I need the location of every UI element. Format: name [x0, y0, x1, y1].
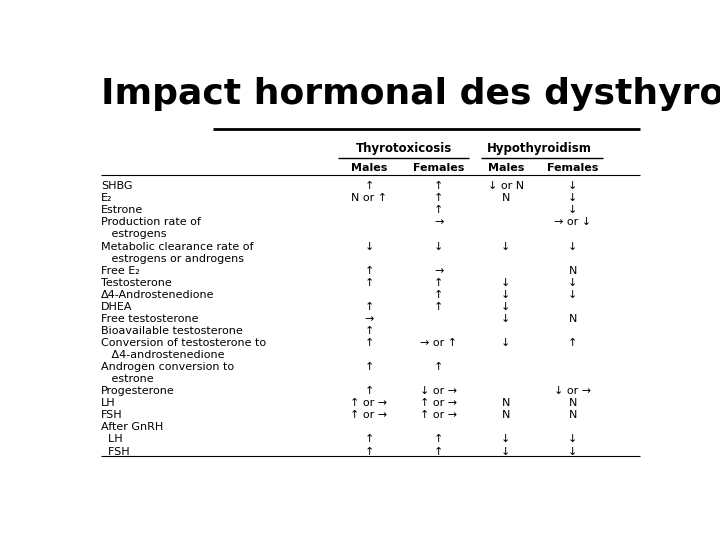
Text: Females: Females [413, 163, 464, 172]
Text: ↑: ↑ [434, 447, 444, 456]
Text: ↑: ↑ [434, 278, 444, 288]
Text: ↑: ↑ [364, 362, 374, 372]
Text: ↑: ↑ [364, 266, 374, 275]
Text: LH: LH [101, 435, 123, 444]
Text: Males: Males [487, 163, 524, 172]
Text: ↑: ↑ [434, 290, 444, 300]
Text: ↓: ↓ [434, 241, 444, 252]
Text: ↓ or →: ↓ or → [420, 386, 457, 396]
Text: N: N [502, 410, 510, 420]
Text: ↓: ↓ [568, 241, 577, 252]
Text: ↓: ↓ [568, 205, 577, 215]
Text: ↓: ↓ [364, 241, 374, 252]
Text: Females: Females [547, 163, 598, 172]
Text: Δ4-Androstenedione: Δ4-Androstenedione [101, 290, 215, 300]
Text: Metabolic clearance rate of: Metabolic clearance rate of [101, 241, 253, 252]
Text: ↑ or →: ↑ or → [351, 399, 387, 408]
Text: ↑: ↑ [434, 181, 444, 191]
Text: ↓: ↓ [501, 314, 510, 324]
Text: Production rate of: Production rate of [101, 218, 201, 227]
Text: N: N [569, 399, 577, 408]
Text: ↑: ↑ [364, 338, 374, 348]
Text: ↑: ↑ [434, 362, 444, 372]
Text: estrogens: estrogens [101, 230, 166, 239]
Text: Progesterone: Progesterone [101, 386, 175, 396]
Text: LH: LH [101, 399, 116, 408]
Text: Androgen conversion to: Androgen conversion to [101, 362, 234, 372]
Text: ↑: ↑ [434, 435, 444, 444]
Text: → or ↑: → or ↑ [420, 338, 457, 348]
Text: ↑: ↑ [364, 386, 374, 396]
Text: ↑: ↑ [364, 435, 374, 444]
Text: ↓: ↓ [568, 435, 577, 444]
Text: N: N [502, 193, 510, 203]
Text: Testosterone: Testosterone [101, 278, 172, 288]
Text: ↓: ↓ [501, 302, 510, 312]
Text: ↑: ↑ [364, 326, 374, 336]
Text: ↓: ↓ [568, 290, 577, 300]
Text: ↑ or →: ↑ or → [420, 399, 457, 408]
Text: estrone: estrone [101, 374, 154, 384]
Text: ↓: ↓ [501, 338, 510, 348]
Text: ↓ or N: ↓ or N [487, 181, 523, 191]
Text: Conversion of testosterone to: Conversion of testosterone to [101, 338, 266, 348]
Text: ↓: ↓ [568, 278, 577, 288]
Text: ↑: ↑ [364, 302, 374, 312]
Text: ↑ or →: ↑ or → [351, 410, 387, 420]
Text: Impact hormonal des dysthyroidies: Impact hormonal des dysthyroidies [101, 77, 720, 111]
Text: ↓: ↓ [568, 193, 577, 203]
Text: ↓ or →: ↓ or → [554, 386, 591, 396]
Text: DHEA: DHEA [101, 302, 132, 312]
Text: ↓: ↓ [501, 435, 510, 444]
Text: →: → [434, 218, 444, 227]
Text: Free E₂: Free E₂ [101, 266, 140, 275]
Text: ↑: ↑ [434, 193, 444, 203]
Text: Hypothyroidism: Hypothyroidism [487, 141, 592, 155]
Text: ↓: ↓ [568, 447, 577, 456]
Text: ↓: ↓ [501, 447, 510, 456]
Text: N: N [502, 399, 510, 408]
Text: Males: Males [351, 163, 387, 172]
Text: FSH: FSH [101, 447, 130, 456]
Text: ↑ or →: ↑ or → [420, 410, 457, 420]
Text: Bioavailable testosterone: Bioavailable testosterone [101, 326, 243, 336]
Text: ↑: ↑ [364, 181, 374, 191]
Text: ↑: ↑ [434, 302, 444, 312]
Text: N or ↑: N or ↑ [351, 193, 387, 203]
Text: Free testosterone: Free testosterone [101, 314, 199, 324]
Text: Δ4-androstenedione: Δ4-androstenedione [101, 350, 225, 360]
Text: ↑: ↑ [364, 278, 374, 288]
Text: SHBG: SHBG [101, 181, 132, 191]
Text: N: N [569, 266, 577, 275]
Text: After GnRH: After GnRH [101, 422, 163, 433]
Text: E₂: E₂ [101, 193, 112, 203]
Text: ↑: ↑ [364, 447, 374, 456]
Text: ↓: ↓ [501, 290, 510, 300]
Text: →: → [434, 266, 444, 275]
Text: FSH: FSH [101, 410, 123, 420]
Text: ↓: ↓ [501, 241, 510, 252]
Text: → or ↓: → or ↓ [554, 218, 591, 227]
Text: N: N [569, 314, 577, 324]
Text: N: N [569, 410, 577, 420]
Text: →: → [364, 314, 374, 324]
Text: ↓: ↓ [501, 278, 510, 288]
Text: ↓: ↓ [568, 181, 577, 191]
Text: ↑: ↑ [568, 338, 577, 348]
Text: Estrone: Estrone [101, 205, 143, 215]
Text: Thyrotoxicosis: Thyrotoxicosis [356, 141, 452, 155]
Text: estrogens or androgens: estrogens or androgens [101, 254, 244, 264]
Text: ↑: ↑ [434, 205, 444, 215]
